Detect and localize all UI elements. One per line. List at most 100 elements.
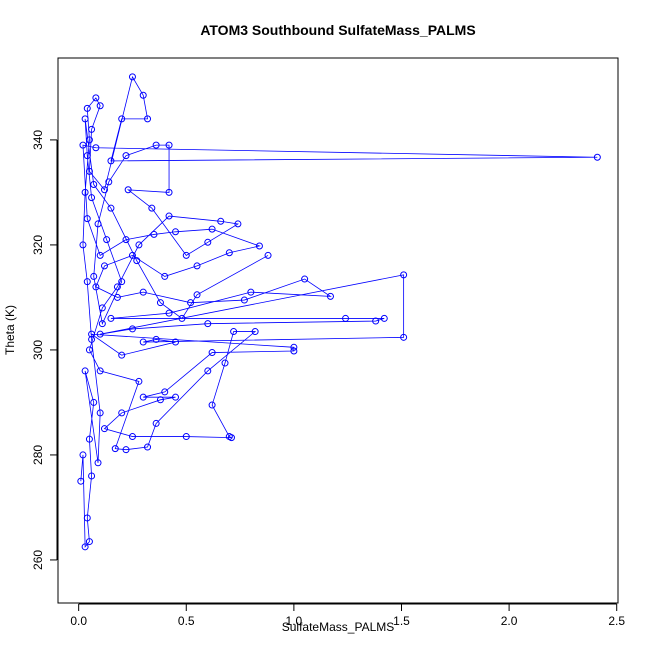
data-point (139, 393, 147, 401)
data-point (152, 419, 160, 427)
data-point (221, 359, 229, 367)
data-point (85, 538, 93, 546)
data-point (122, 446, 130, 454)
data-point (94, 220, 102, 228)
data-point (96, 330, 104, 338)
data-point (128, 73, 136, 81)
data-point (118, 278, 126, 286)
data-point (152, 141, 160, 149)
x-tick-label: 1.5 (393, 614, 410, 628)
data-point (79, 451, 87, 459)
data-point (107, 157, 115, 165)
data-point (100, 425, 108, 433)
data-point (124, 186, 132, 194)
data-point (342, 314, 350, 322)
data-point (225, 249, 233, 257)
y-tick-label: 260 (31, 550, 45, 570)
data-point (372, 317, 380, 325)
data-point (90, 181, 98, 189)
data-point (118, 115, 126, 123)
data-point (83, 514, 91, 522)
x-tick-label: 0.0 (70, 614, 87, 628)
data-point (113, 283, 121, 291)
data-point (92, 94, 100, 102)
data-point (96, 251, 104, 259)
data-point (172, 338, 180, 346)
data-point (172, 228, 180, 236)
data-point (187, 299, 195, 307)
data-point (204, 320, 212, 328)
data-point (88, 125, 96, 133)
data-point (96, 409, 104, 417)
data-point (208, 349, 216, 357)
data-point (217, 217, 225, 225)
data-point (111, 445, 119, 453)
data-point (83, 104, 91, 112)
plot-box (57, 57, 619, 604)
data-point (105, 178, 113, 186)
data-point (81, 543, 89, 551)
data-point (193, 262, 201, 270)
data-point (85, 435, 93, 443)
data-point (139, 288, 147, 296)
data-point (90, 272, 98, 280)
data-point (400, 271, 408, 279)
data-point (156, 396, 164, 404)
data-point (264, 251, 272, 259)
data-point (326, 292, 334, 300)
data-point (135, 241, 143, 249)
data-point (98, 320, 106, 328)
data-point (593, 153, 601, 161)
y-axis-label: Theta (K) (3, 305, 17, 355)
data-point (100, 262, 108, 270)
data-point (81, 115, 89, 123)
data-point (165, 309, 173, 317)
x-tick-label: 2.0 (501, 614, 518, 628)
data-point (178, 314, 186, 322)
data-point (150, 230, 158, 238)
data-point (204, 238, 212, 246)
data-point (118, 351, 126, 359)
data-point (208, 401, 216, 409)
data-point (92, 283, 100, 291)
data-point (290, 347, 298, 355)
data-point (79, 241, 87, 249)
data-point (290, 343, 298, 351)
data-point (79, 141, 87, 149)
data-point (128, 433, 136, 441)
data-point (107, 314, 115, 322)
data-point (165, 188, 173, 196)
data-point (122, 236, 130, 244)
data-point (182, 433, 190, 441)
data-point (83, 278, 91, 286)
data-point (144, 115, 152, 123)
data-point (156, 299, 164, 307)
data-point (133, 257, 141, 265)
data-point (139, 91, 147, 99)
data-point (100, 186, 108, 194)
data-point (225, 433, 233, 441)
x-tick-label: 1.0 (286, 614, 303, 628)
data-point (380, 314, 388, 322)
data-point (182, 251, 190, 259)
data-point (144, 443, 152, 451)
chart-title: ATOM3 Southbound SulfateMass_PALMS (200, 22, 475, 38)
data-point (96, 102, 104, 110)
data-point (251, 328, 259, 336)
x-tick-label: 0.5 (178, 614, 195, 628)
data-point (152, 335, 160, 343)
data-point (230, 328, 238, 336)
data-point (113, 293, 121, 301)
data-point (88, 194, 96, 202)
data-point (247, 288, 255, 296)
data-point (92, 144, 100, 152)
data-point (172, 393, 180, 401)
data-line (80, 75, 598, 548)
data-point (204, 367, 212, 375)
data-point (234, 220, 242, 228)
data-point (255, 242, 263, 250)
data-point (85, 136, 93, 144)
data-point (88, 472, 96, 480)
